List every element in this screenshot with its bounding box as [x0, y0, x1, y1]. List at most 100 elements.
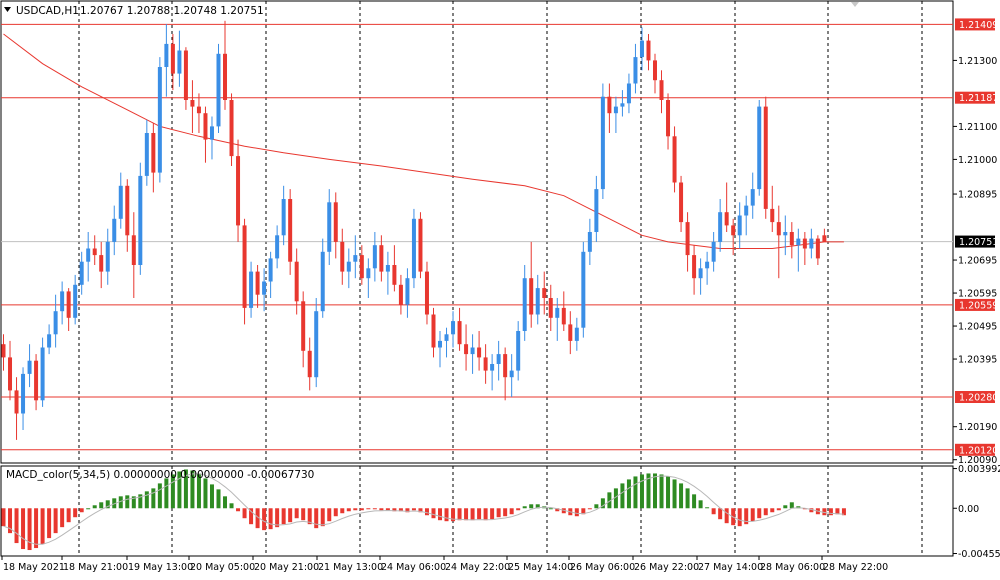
macd-bar-20 [131, 496, 136, 509]
macd-bar-81 [529, 504, 534, 509]
chart-header: USDCAD,H1 1.20767 1.20788 1.20748 1.2075… [4, 2, 859, 17]
candle-75 [490, 354, 495, 391]
candle-body [262, 281, 267, 295]
macd-bar-72 [470, 508, 475, 521]
candle-96 [626, 73, 631, 114]
macd-bar-82 [535, 504, 540, 509]
candle-58 [379, 235, 384, 282]
macd-bar-1 [8, 508, 13, 534]
macd-bar-59 [385, 508, 390, 511]
candle-121 [789, 222, 794, 259]
candle-52 [340, 228, 345, 285]
candle-body [444, 334, 449, 341]
candle-55 [359, 245, 364, 285]
macd-bar-121 [789, 502, 794, 509]
candle-83 [542, 271, 547, 315]
candle-body [307, 350, 312, 378]
candle-30 [196, 93, 201, 133]
price-tick-label: 1.20895 [958, 190, 997, 201]
macd-bar-32 [209, 484, 214, 509]
macd-bar-65 [424, 508, 429, 516]
time-tick-label: 19 May 13:00 [128, 562, 193, 573]
macd-bar-68 [444, 508, 449, 522]
candle-50 [327, 189, 332, 265]
macd-bar-119 [776, 508, 781, 511]
candle-body [711, 241, 716, 262]
one-click-trading-icon[interactable] [851, 2, 859, 7]
candle-126 [822, 228, 827, 242]
candle-122 [796, 228, 801, 272]
macd-bar-129 [841, 508, 846, 516]
candle-body [392, 265, 397, 285]
time-tick-label: 20 May 05:00 [190, 562, 255, 573]
candle-body [66, 291, 71, 318]
macd-plot-frame [0, 465, 954, 557]
candle-body [633, 57, 638, 84]
level-price-label: 1.21187 [959, 93, 998, 104]
candle-74 [483, 344, 488, 384]
level-price-label: 1.20120 [959, 445, 998, 456]
macd-signal-line [3, 473, 844, 545]
candle-8 [53, 294, 58, 348]
candle-73 [477, 331, 482, 371]
candle-body [125, 185, 130, 236]
candle-body [613, 106, 618, 114]
macd-bar-49 [320, 508, 325, 527]
candle-43 [281, 185, 286, 246]
candle-32 [209, 116, 214, 160]
candle-body [809, 238, 814, 249]
candle-body [685, 222, 690, 256]
candle-107 [698, 258, 703, 295]
candle-body [600, 96, 605, 190]
macd-bar-39 [255, 508, 260, 529]
macd-bar-104 [679, 483, 684, 509]
main-plot-frame [0, 0, 954, 464]
macd-bar-69 [451, 508, 456, 522]
current-price-tag [955, 235, 995, 248]
candle-112 [731, 218, 736, 256]
candle-body [327, 202, 332, 252]
candle-body [522, 278, 527, 331]
candle-body [548, 298, 553, 318]
candle-body [405, 278, 410, 305]
candle-body [581, 251, 586, 328]
macd-bar-25 [164, 478, 169, 509]
candle-body [275, 235, 280, 259]
macd-bar-40 [262, 508, 267, 531]
candle-body [385, 265, 390, 272]
macd-bar-120 [783, 505, 788, 509]
candle-70 [457, 307, 462, 351]
candle-56 [366, 258, 371, 298]
candle-body [1, 344, 6, 358]
macd-bar-5 [34, 508, 39, 549]
price-tick-label: 1.20190 [958, 422, 997, 433]
macd-bar-101 [659, 474, 664, 509]
macd-bar-111 [724, 508, 729, 524]
candle-body [209, 126, 214, 140]
candle-61 [398, 274, 403, 315]
time-tick-label: 27 May 14:00 [698, 562, 763, 573]
candle-body [249, 271, 254, 308]
candle-body [118, 185, 123, 219]
candle-body [236, 156, 241, 226]
macd-bar-116 [757, 508, 762, 519]
candle-body [131, 235, 136, 265]
macd-bar-103 [672, 479, 677, 509]
candle-body [424, 271, 429, 315]
candle-body [731, 225, 736, 236]
macd-bar-95 [620, 483, 625, 509]
macd-bar-58 [379, 508, 384, 511]
time-tick-label: 28 May 06:00 [760, 562, 825, 573]
candle-105 [685, 212, 690, 272]
candle-110 [718, 199, 723, 252]
candle-46 [301, 291, 306, 368]
triangle-down-icon[interactable] [4, 7, 11, 12]
macd-bar-115 [750, 508, 755, 522]
candle-body [170, 43, 175, 74]
macd-bar-56 [366, 508, 371, 510]
candle-body [53, 311, 58, 335]
candle-116 [757, 100, 762, 196]
macd-bar-6 [40, 508, 45, 545]
candle-body [99, 255, 104, 272]
